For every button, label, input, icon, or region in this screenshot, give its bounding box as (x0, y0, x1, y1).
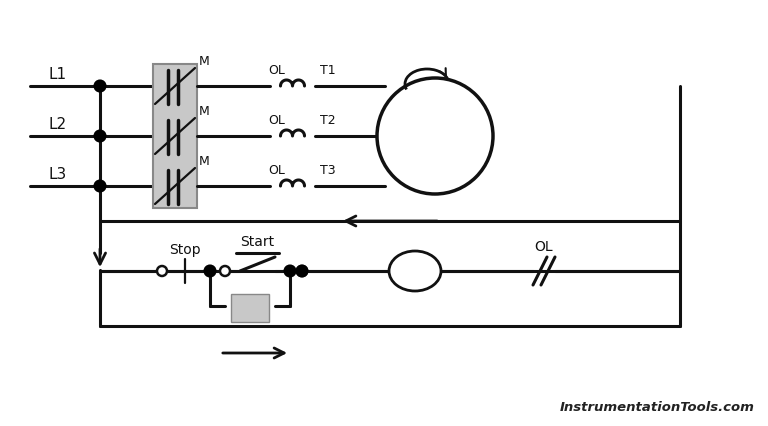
Text: OL: OL (535, 240, 553, 254)
Text: M: M (199, 105, 210, 118)
Text: M: M (408, 264, 422, 279)
Text: M: M (199, 55, 210, 68)
Text: OL: OL (268, 114, 285, 127)
Circle shape (296, 265, 307, 276)
Text: M: M (199, 155, 210, 168)
Circle shape (94, 181, 105, 192)
Circle shape (94, 130, 105, 141)
Circle shape (157, 266, 167, 276)
Text: OL: OL (268, 164, 285, 177)
Circle shape (94, 81, 105, 92)
Circle shape (204, 265, 216, 276)
Text: L1: L1 (48, 67, 66, 82)
Text: OL: OL (268, 64, 285, 77)
Text: Motor: Motor (411, 127, 459, 145)
Bar (231, 294, 269, 322)
Circle shape (377, 78, 493, 194)
Text: L3: L3 (48, 167, 66, 182)
Text: InstrumentationTools.com: InstrumentationTools.com (560, 401, 755, 414)
Ellipse shape (389, 251, 441, 291)
Text: T2: T2 (320, 114, 336, 127)
Bar (153, 64, 197, 208)
Text: Stop: Stop (169, 243, 200, 257)
Text: T1: T1 (320, 64, 336, 77)
Circle shape (297, 266, 307, 276)
Circle shape (284, 265, 296, 276)
Text: L2: L2 (48, 117, 66, 132)
Circle shape (220, 266, 230, 276)
Text: T3: T3 (320, 164, 336, 177)
Text: Start: Start (240, 235, 275, 249)
